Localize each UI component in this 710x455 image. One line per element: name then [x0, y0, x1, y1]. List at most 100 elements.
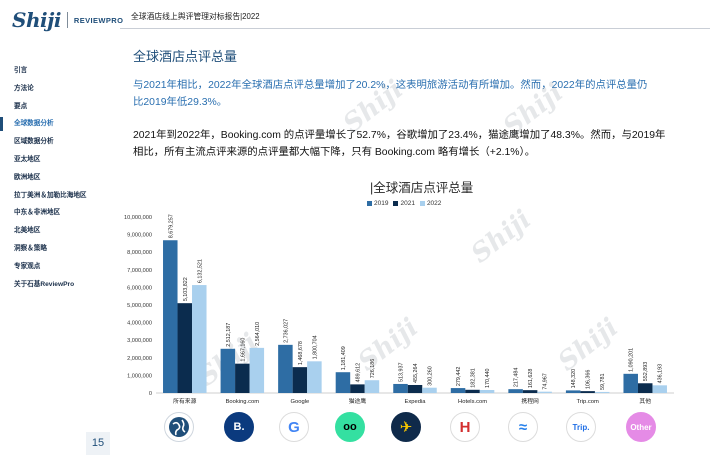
sidebar-item-5[interactable]: 亚太地区 [14, 155, 41, 163]
x-category-label: 携程网 [521, 397, 539, 405]
bar-2019 [508, 389, 523, 393]
bar-2019 [278, 344, 293, 393]
expedia-glyph: ✈ [399, 419, 413, 436]
globe-icon [164, 412, 194, 442]
sidebar-item-8[interactable]: 中东＆非洲地区 [14, 209, 61, 217]
data-label: 6,132,521 [197, 259, 203, 283]
y-tick-label: 7,000,000 [127, 268, 152, 274]
other-icon: Other [626, 412, 656, 442]
data-label: 148,320 [571, 369, 577, 389]
sidebar: Shiji REVIEWPRO 引言方法论要点全球数据分析区域数据分析 亚太地区欧… [0, 0, 123, 455]
sidebar-item-11[interactable]: 专家观点 [14, 262, 41, 270]
tripadvisor-icon: oo [335, 412, 365, 442]
sidebar-item-2[interactable]: 要点 [14, 102, 28, 110]
bar-2022 [537, 391, 552, 393]
data-label: 8,679,257 [168, 214, 174, 238]
trip-glyph: Trip. [572, 422, 590, 432]
bar-2019 [393, 383, 408, 393]
data-label: 552,893 [643, 362, 649, 382]
sidebar-item-9[interactable]: 北美地区 [14, 227, 41, 235]
data-label: 1,800,704 [312, 335, 318, 359]
legend-label: 2022 [426, 200, 442, 207]
data-label: 300,260 [428, 366, 434, 386]
bar-2019 [623, 373, 638, 393]
legend-item-2022: 2022 [419, 200, 442, 207]
data-label: 2,512,187 [226, 323, 232, 347]
bar-2021 [350, 384, 365, 393]
document-header-title: 全球酒店线上舆评管理对标报告|2022 [131, 12, 260, 21]
bar-2021 [465, 389, 480, 393]
logo-text: REVIEWPRO [73, 15, 124, 25]
data-label: 513,937 [399, 362, 405, 382]
sidebar-item-12[interactable]: 关于石基ReviewPro [14, 280, 75, 288]
y-tick-label: 8,000,000 [127, 250, 152, 256]
bar-2019 [565, 390, 581, 393]
y-tick-label: 1,000,000 [127, 373, 152, 379]
y-tick-label: 6,000,000 [127, 285, 152, 291]
bar-2019 [450, 388, 466, 393]
review-volume-bar-chart: 0 1,000,000 2,000,000 3,000,000 4,000,000 5,0… [124, 214, 674, 405]
legend-label: 2021 [400, 200, 415, 207]
data-label: 74,967 [543, 373, 549, 390]
hotels-icon: H [450, 412, 480, 442]
bar-2019 [163, 240, 178, 393]
page-title: 全球酒店点评总量 [133, 49, 238, 64]
data-label: 106,366 [586, 370, 592, 390]
sidebar-item-1[interactable]: 方法论 [14, 84, 34, 92]
ctrip-glyph: ≈ [518, 418, 528, 436]
legend-swatch [367, 201, 372, 206]
bar-2021 [637, 383, 653, 393]
logo-mark: Shiji [12, 8, 61, 32]
sidebar-item-10[interactable]: 洞察＆策略 [14, 244, 47, 252]
data-label: 161,628 [528, 369, 534, 389]
x-category-label: Booking.com [226, 399, 260, 405]
bar-2021 [177, 303, 193, 393]
bar-2021 [522, 390, 538, 393]
shiji-reviewpro-logo: Shiji REVIEWPRO [12, 8, 123, 32]
data-label: 217,484 [514, 368, 520, 388]
sidebar-item-7[interactable]: 拉丁美洲＆加勒比海地区 [14, 191, 87, 199]
data-label: 1,181,409 [341, 346, 347, 370]
bar-2021 [235, 363, 250, 393]
ctrip-icon: ≈ [508, 412, 538, 442]
bar-2019 [335, 372, 351, 393]
data-label: 182,381 [471, 368, 477, 388]
sidebar-item-4[interactable]: 区域数据分析 [14, 138, 54, 146]
lead-paragraph: 与2021年相比，2022年全球酒店点评总量增加了20.2%，这表明旅游活动有所… [133, 80, 648, 108]
sidebar-item-0[interactable]: 引言 [14, 67, 28, 74]
expedia-icon: ✈ [391, 412, 421, 442]
sidebar-item-3[interactable]: 全球数据分析 [0, 115, 112, 133]
legend-label: 2019 [374, 200, 389, 207]
x-category-label: Hotels.com [458, 399, 487, 405]
data-label: 1,090,201 [629, 348, 635, 372]
data-label: 279,442 [456, 367, 462, 387]
y-tick-label: 4,000,000 [127, 321, 152, 327]
sidebar-item-6[interactable]: 欧洲地区 [14, 173, 41, 181]
x-category-label: 其他 [639, 397, 651, 405]
y-tick-label: 2,000,000 [127, 356, 152, 362]
data-label: 436,193 [658, 364, 664, 384]
bar-2022 [192, 285, 207, 393]
x-category-label: 猫途鹰 [349, 397, 367, 405]
booking-glyph: B. [233, 421, 245, 433]
x-category-label: Expedia [405, 399, 427, 405]
chart-title: |全球酒店点评总量 [370, 181, 474, 195]
bar-2022 [594, 391, 610, 393]
header-divider [120, 28, 710, 29]
legend-item-2021: 2021 [393, 200, 415, 207]
y-tick-label: 10,000,000 [124, 215, 152, 221]
data-label: 455,264 [413, 363, 419, 383]
tripadvisor-glyph: oo [343, 421, 357, 433]
data-label: 2,564,010 [255, 322, 261, 346]
booking-icon: B. [224, 412, 254, 442]
y-tick-label: 3,000,000 [127, 338, 152, 344]
data-label: 2,736,027 [283, 319, 289, 343]
bar-2021 [407, 384, 423, 393]
page-number: 15 [86, 432, 110, 455]
body-paragraph: 2021年到2022年，Booking.com 的点评量增长了52.7%，谷歌增… [133, 130, 666, 158]
data-label: 1,468,678 [298, 341, 304, 365]
bar-2019 [220, 348, 236, 393]
bar-2021 [580, 391, 595, 393]
chart-legend: 2019 2021 2022 [367, 200, 441, 207]
bar-2022 [249, 347, 265, 393]
